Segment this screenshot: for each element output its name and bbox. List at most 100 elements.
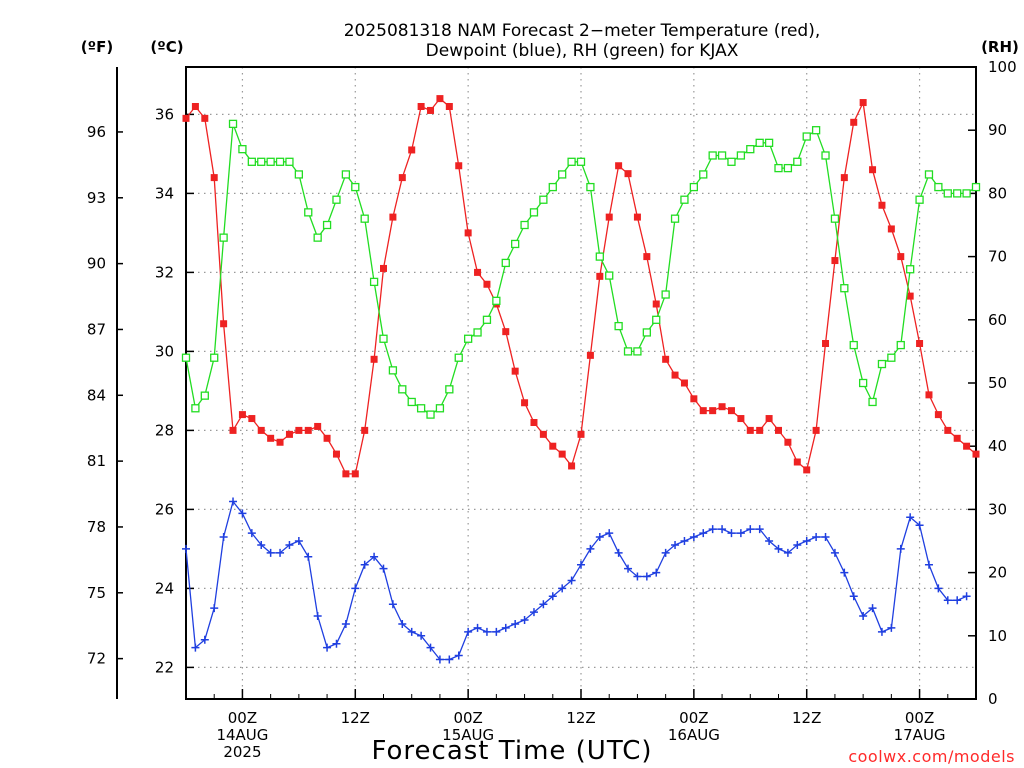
rh-point: [802, 132, 811, 141]
rh-tick-label: 20: [988, 564, 1007, 582]
credit-text: coolwx.com/models: [848, 747, 1015, 766]
dewpoint-point: [624, 564, 633, 573]
dewpoint-point: [529, 608, 538, 617]
rh-point: [877, 359, 887, 369]
axis-ticks: 22 24 26 28 30 32 34 36 72 75 78 81 84 87 90 93 96 0 10 20 3…: [87, 58, 1017, 761]
dewpoint-point: [454, 651, 463, 660]
dewpoint-point: [868, 604, 877, 613]
dewpoint-point: [906, 513, 915, 522]
temperature-point: [953, 434, 961, 442]
rh-point: [915, 195, 924, 204]
fahrenheit-tick-label: 81: [87, 452, 106, 470]
dewpoint-point: [689, 533, 698, 542]
temperature-point: [511, 367, 519, 375]
temperature-point: [455, 162, 463, 170]
dewpoint-point: [398, 619, 407, 628]
dewpoint-point: [943, 596, 952, 605]
rh-point: [341, 170, 351, 179]
celsius-tick-label: 30: [155, 342, 174, 360]
temperature-point: [859, 99, 867, 107]
time-tick-label: 00Z: [905, 709, 934, 727]
dewpoint-point: [492, 627, 501, 636]
rh-point: [275, 157, 285, 166]
dewpoint-point: [548, 592, 557, 601]
rh-tick-label: 40: [988, 437, 1007, 455]
dewpoint-point: [586, 544, 595, 553]
celsius-tick-label: 22: [155, 658, 174, 676]
rh-point: [445, 385, 454, 394]
time-tick-label: 00Z: [679, 709, 708, 727]
rh-point: [360, 214, 369, 223]
rh-point: [379, 334, 388, 343]
fahrenheit-tick-label: 87: [87, 320, 106, 338]
temperature-point: [220, 320, 228, 328]
temperature-point: [464, 229, 472, 237]
dewpoint-point: [238, 509, 247, 518]
dewpoint-point: [445, 655, 454, 664]
rh-point: [247, 157, 256, 166]
temperature-point: [314, 422, 322, 430]
rh-point: [313, 233, 322, 242]
celsius-tick-label: 36: [155, 105, 174, 123]
rh-point: [793, 157, 802, 166]
rh-point: [887, 353, 896, 362]
fahrenheit-tick-label: 93: [87, 189, 106, 207]
temperature-point: [869, 166, 877, 174]
rh-point: [680, 195, 689, 204]
rh-point: [717, 151, 727, 160]
rh-point: [830, 214, 840, 223]
temperature-point: [765, 415, 773, 423]
temperature-point: [323, 434, 331, 442]
dewpoint-point: [652, 568, 661, 577]
rh-point: [849, 340, 858, 350]
temperature-point: [850, 118, 858, 126]
fahrenheit-tick-label: 72: [87, 650, 106, 668]
temperature-point: [398, 174, 406, 182]
temperature-point: [906, 292, 914, 300]
rh-point: [238, 145, 247, 154]
fahrenheit-tick-label: 84: [87, 386, 106, 404]
dewpoint-point: [191, 643, 200, 652]
dewpoint-point: [210, 604, 219, 613]
chart-title-line2: Dewpoint (blue), RH (green) for KJAX: [426, 41, 739, 61]
dewpoint-point: [388, 600, 397, 609]
rh-point: [322, 220, 332, 230]
dewpoint-point: [182, 544, 190, 553]
rh-tick-label: 10: [988, 627, 1007, 645]
rh-point: [586, 182, 595, 192]
dewpoint-point: [671, 540, 680, 549]
celsius-tick-label: 26: [155, 500, 174, 518]
dewpoint-point: [332, 639, 341, 648]
rh-point: [623, 347, 633, 356]
temperature-point: [803, 466, 811, 474]
dewpoint-point: [360, 560, 369, 569]
rh-point: [633, 347, 642, 356]
rh-point: [482, 315, 492, 324]
fahrenheit-tick-label: 96: [87, 123, 106, 141]
rh-point: [746, 145, 755, 154]
temperature-point: [445, 103, 453, 110]
dewpoint-point: [501, 623, 510, 632]
dewpoint-point: [755, 525, 764, 534]
temperature-point: [652, 300, 660, 308]
dewpoint-point: [351, 584, 360, 593]
dewpoint-point: [247, 529, 256, 538]
rh-point: [454, 353, 463, 362]
temperature-point: [944, 426, 952, 434]
dewpoint-point: [661, 548, 670, 557]
rh-point: [473, 328, 482, 337]
dewpoint-point: [595, 533, 604, 542]
rh-point: [943, 189, 952, 198]
dewpoint-point: [285, 540, 294, 549]
time-tick-label: 12Z: [566, 709, 595, 727]
rh-point: [840, 284, 849, 293]
temperature-point: [972, 450, 980, 458]
temperature-point: [671, 371, 679, 379]
temperature-point: [417, 103, 425, 110]
temperature-point: [182, 114, 190, 122]
rh-point: [614, 321, 623, 331]
temperature-point: [586, 351, 594, 359]
rh-point: [727, 157, 736, 166]
rh-point: [228, 119, 238, 129]
rh-point: [858, 378, 868, 388]
